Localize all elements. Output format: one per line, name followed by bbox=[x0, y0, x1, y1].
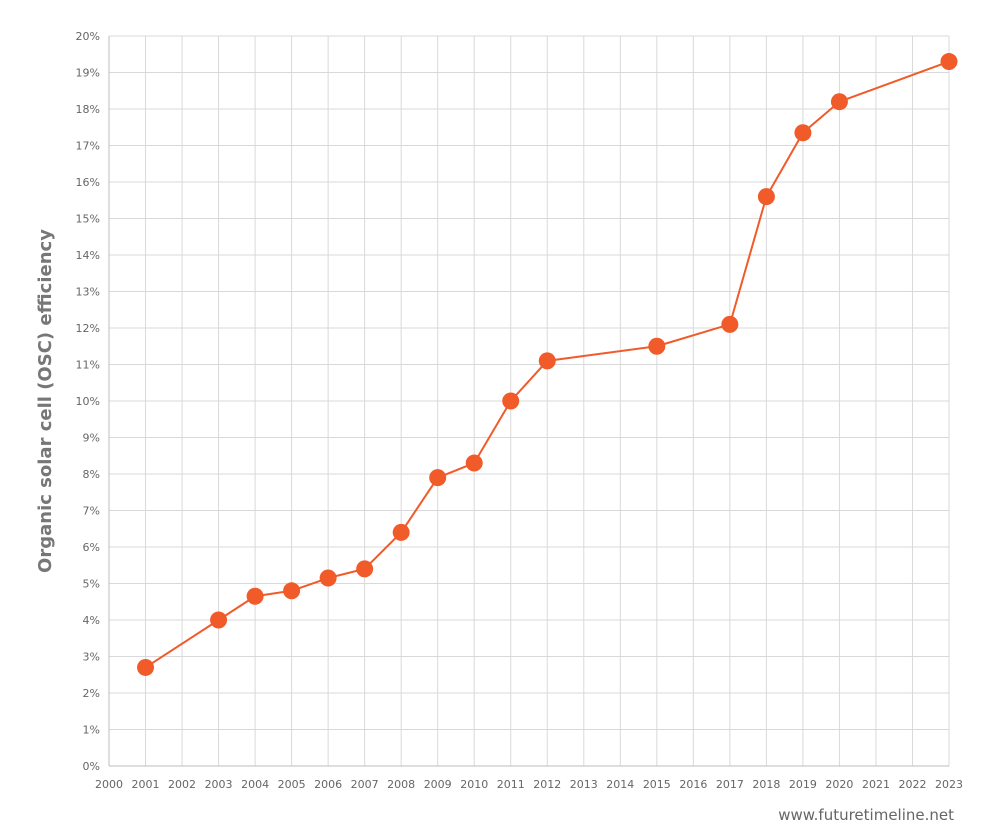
y-tick-label: 18% bbox=[76, 103, 100, 116]
x-tick-label: 2006 bbox=[314, 778, 342, 791]
x-tick-label: 2002 bbox=[168, 778, 196, 791]
x-tick-label: 2000 bbox=[95, 778, 123, 791]
y-axis-title: Organic solar cell (OSC) efficiency bbox=[35, 229, 56, 573]
x-tick-label: 2023 bbox=[935, 778, 963, 791]
data-point[interactable] bbox=[210, 611, 228, 629]
data-point[interactable] bbox=[830, 93, 848, 111]
series-group bbox=[137, 53, 958, 676]
y-tick-label: 8% bbox=[83, 468, 100, 481]
data-point[interactable] bbox=[757, 188, 775, 206]
x-tick-label: 2009 bbox=[424, 778, 452, 791]
data-point[interactable] bbox=[392, 523, 410, 541]
data-point[interactable] bbox=[721, 315, 739, 333]
y-tick-label: 16% bbox=[76, 176, 100, 189]
y-tick-label: 9% bbox=[83, 432, 100, 445]
x-tick-label: 2019 bbox=[789, 778, 817, 791]
x-tick-label: 2021 bbox=[862, 778, 890, 791]
data-point[interactable] bbox=[538, 352, 556, 370]
axes bbox=[108, 36, 949, 767]
y-tick-label: 7% bbox=[83, 505, 100, 518]
x-tick-label: 2007 bbox=[351, 778, 379, 791]
data-point[interactable] bbox=[940, 53, 958, 71]
x-tick-label: 2001 bbox=[132, 778, 160, 791]
y-tick-label: 4% bbox=[83, 614, 100, 627]
x-tick-label: 2013 bbox=[570, 778, 598, 791]
y-tick-label: 19% bbox=[76, 67, 100, 80]
data-point[interactable] bbox=[319, 569, 337, 587]
data-point[interactable] bbox=[283, 582, 301, 600]
y-tick-label: 0% bbox=[83, 760, 100, 773]
data-point[interactable] bbox=[465, 454, 483, 472]
x-tick-label: 2003 bbox=[205, 778, 233, 791]
x-tick-label: 2010 bbox=[460, 778, 488, 791]
y-tick-label: 3% bbox=[83, 651, 100, 664]
grid bbox=[108, 35, 950, 767]
x-tick-label: 2022 bbox=[898, 778, 926, 791]
data-point[interactable] bbox=[137, 658, 155, 676]
x-tick-label: 2016 bbox=[679, 778, 707, 791]
x-tick-label: 2017 bbox=[716, 778, 744, 791]
tick-labels: 2000 2001 2002 2003 2004 2005 2006 2007 2008 2009… bbox=[76, 30, 963, 791]
data-point[interactable] bbox=[502, 392, 520, 410]
y-tick-label: 17% bbox=[76, 140, 100, 153]
y-tick-label: 15% bbox=[76, 213, 100, 226]
y-tick-label: 11% bbox=[76, 359, 100, 372]
x-tick-label: 2015 bbox=[643, 778, 671, 791]
y-tick-label: 12% bbox=[76, 322, 100, 335]
data-point[interactable] bbox=[794, 124, 812, 142]
x-tick-label: 2011 bbox=[497, 778, 525, 791]
x-tick-label: 2008 bbox=[387, 778, 415, 791]
y-tick-label: 2% bbox=[83, 687, 100, 700]
y-tick-label: 6% bbox=[83, 541, 100, 554]
x-tick-label: 2004 bbox=[241, 778, 269, 791]
y-tick-label: 10% bbox=[76, 395, 100, 408]
x-tick-label: 2018 bbox=[752, 778, 780, 791]
credit-text: www.futuretimeline.net bbox=[778, 806, 954, 824]
data-point[interactable] bbox=[648, 337, 666, 355]
x-tick-label: 2005 bbox=[278, 778, 306, 791]
y-tick-label: 1% bbox=[83, 724, 100, 737]
y-tick-label: 13% bbox=[76, 286, 100, 299]
y-tick-label: 5% bbox=[83, 578, 100, 591]
x-tick-label: 2012 bbox=[533, 778, 561, 791]
x-tick-label: 2020 bbox=[825, 778, 853, 791]
data-point[interactable] bbox=[429, 469, 447, 487]
y-tick-label: 14% bbox=[76, 249, 100, 262]
data-point[interactable] bbox=[246, 587, 264, 605]
data-point[interactable] bbox=[356, 560, 374, 578]
x-tick-label: 2014 bbox=[606, 778, 634, 791]
y-tick-label: 20% bbox=[76, 30, 100, 43]
